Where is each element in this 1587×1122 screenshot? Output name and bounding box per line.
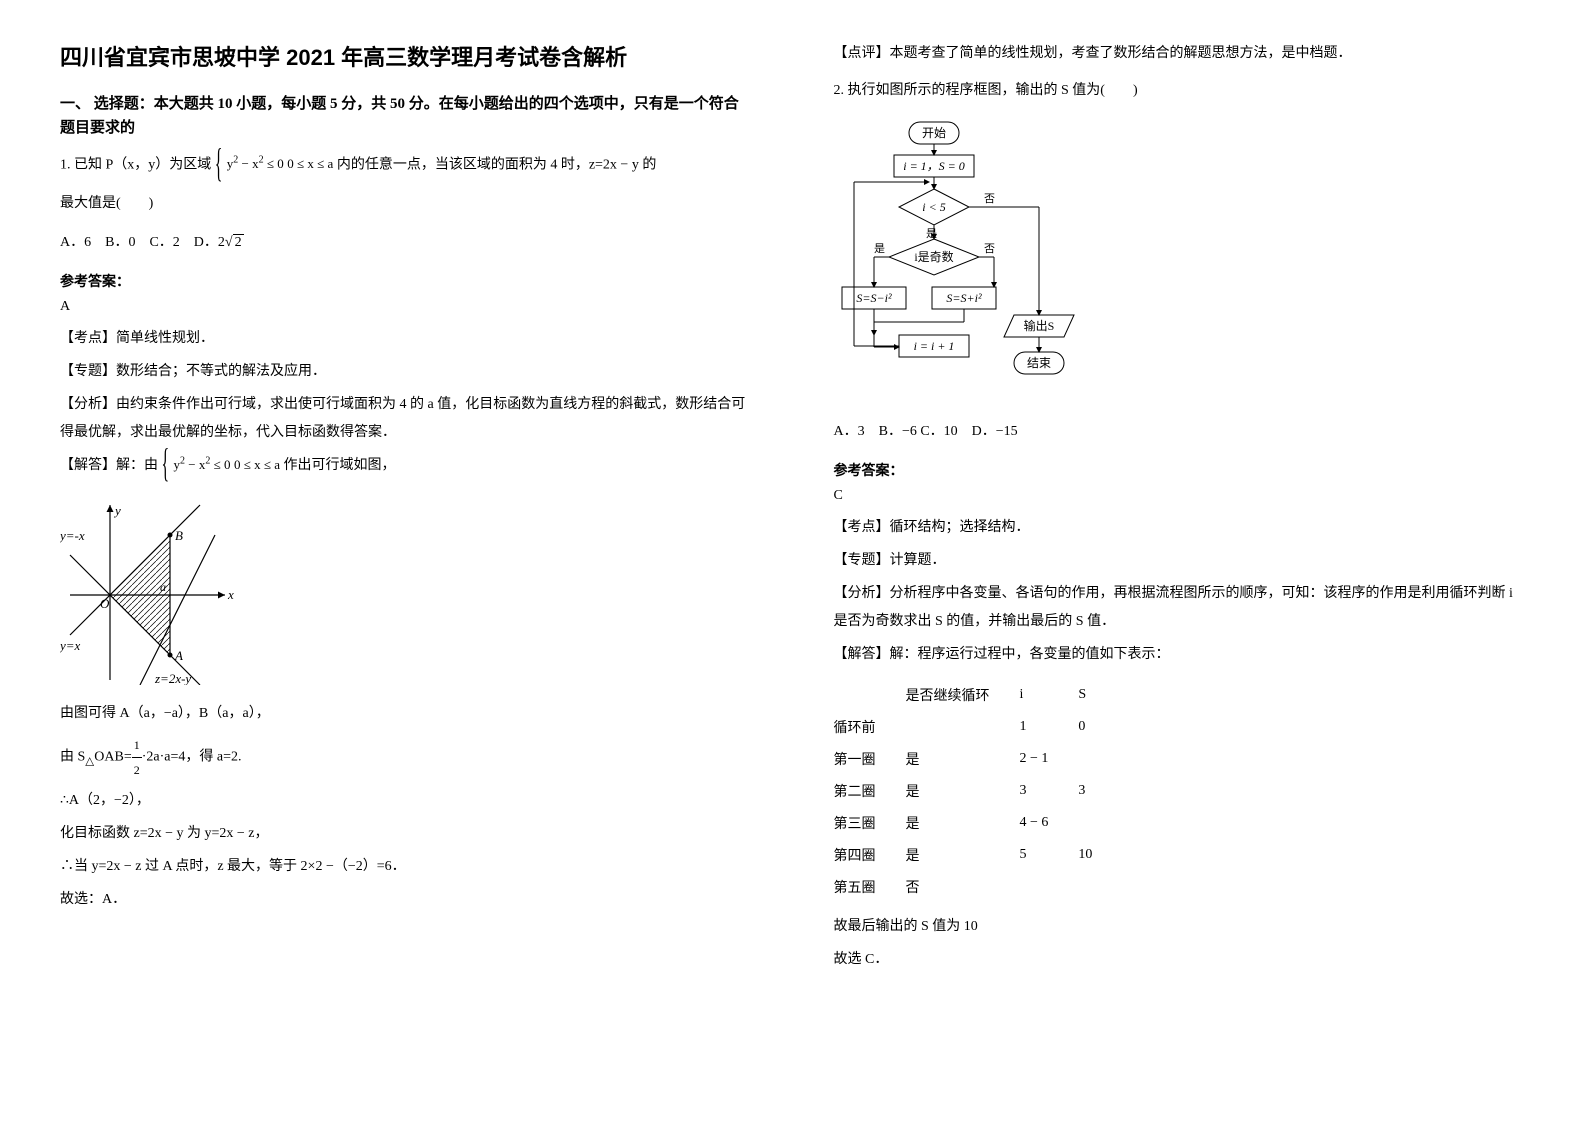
q2-solve-header: 【解答】解：程序运行过程中，各变量的值如下表示：: [834, 641, 1528, 669]
q1-area-suffix: ，得 a=2.: [185, 750, 241, 765]
line-yneg-label: y=-x: [60, 528, 85, 543]
line-z-label: z=2x-y: [154, 671, 191, 685]
q1-line-ab: 由图可得 A（a，−a），B（a，a），: [60, 700, 754, 728]
th-i: i: [1020, 679, 1079, 711]
q1-stem-prefix: 1. 已知 P（x，y）为区域: [60, 158, 211, 173]
q1-solve-constraint-system: y2 − x2 ≤ 0 0 ≤ x ≤ a: [162, 452, 281, 480]
table-row: 第二圈是33: [834, 775, 1123, 807]
fc-no2: 否: [984, 243, 995, 255]
q2-options: A．3 B．−6 C．10 D．−15: [834, 417, 1528, 448]
q2-answer-label: 参考答案：: [834, 460, 1528, 480]
q1-constraint-system: y2 − x2 ≤ 0 0 ≤ x ≤ a: [215, 150, 334, 181]
point-a-label: A: [174, 648, 183, 663]
th-s: S: [1078, 679, 1122, 711]
q1-stem-mid: 内的任意一点，当该区域的面积为 4 时，z=2x − y 的: [337, 158, 657, 173]
q2-point: 【考点】循环结构；选择结构．: [834, 514, 1528, 542]
axis-x-label: x: [227, 587, 234, 602]
fc-yes2: 是: [874, 242, 885, 255]
q1-answer: A: [60, 299, 754, 315]
q2-line-choose: 故选 C．: [834, 946, 1528, 974]
q1-constraint2: 0 ≤ x ≤ a: [287, 156, 333, 171]
fc-init: i = 1，S = 0: [903, 159, 965, 173]
q1-options: A．6 B．0 C．2 D．22: [60, 228, 754, 259]
flowchart: 开始 i = 1，S = 0 i < 5 是 否 i是奇数 是 否 S=S−i²…: [834, 117, 1114, 407]
feasible-region-graph: y x O y=-x y=x z=2x-y B A a: [60, 495, 240, 685]
q2-analysis: 【分析】分析程序中各变量、各语句的作用，再根据流程图所示的顺序，可知：该程序的作…: [834, 580, 1528, 636]
fc-output: 输出S: [1023, 318, 1054, 333]
q1-line-transform: 化目标函数 z=2x − y 为 y=2x − z，: [60, 820, 754, 848]
fc-end: 结束: [1026, 356, 1050, 370]
q2-stem: 2. 执行如图所示的程序框图，输出的 S 值为( ): [834, 76, 1528, 107]
fc-inc: i = i + 1: [913, 339, 954, 353]
q1-area-prefix: 由: [60, 750, 74, 765]
table-row: 第一圈是2 − 1: [834, 743, 1123, 775]
q1-solve-line: 【解答】解：由 y2 − x2 ≤ 0 0 ≤ x ≤ a 作出可行域如图，: [60, 452, 754, 480]
q1-topic: 【专题】数形结合；不等式的解法及应用．: [60, 358, 754, 386]
q1-line-result: ∴当 y=2x − z 过 A 点时，z 最大，等于 2×2 −（−2）=6．: [60, 853, 754, 881]
right-column: 【点评】本题考查了简单的线性规划，考查了数形结合的解题思想方法，是中档题． 2.…: [794, 0, 1587, 1122]
q1-line-pointA: ∴A（2，−2），: [60, 787, 754, 815]
q1-constraint1: y2 − x2 ≤ 0: [227, 156, 284, 171]
table-row: 循环前10: [834, 711, 1123, 743]
table-row: 第五圈否: [834, 871, 1123, 903]
q1-solve-prefix: 【解答】解：由: [60, 458, 158, 473]
q1-solve-suffix: 作出可行域如图，: [284, 458, 396, 473]
fc-cond1: i < 5: [922, 200, 945, 214]
fc-add: S=S+i²: [946, 291, 982, 305]
fc-yes1: 是: [926, 227, 937, 240]
point-b-label: B: [175, 528, 183, 543]
q2-answer: C: [834, 488, 1528, 504]
fc-no1: 否: [984, 193, 995, 205]
q1-answer-label: 参考答案：: [60, 271, 754, 291]
point-a-small: a: [160, 580, 166, 594]
left-column: 四川省宜宾市思坡中学 2021 年高三数学理月考试卷含解析 一、 选择题：本大题…: [0, 0, 794, 1122]
origin-label: O: [100, 596, 110, 611]
fc-sub: S=S−i²: [856, 291, 892, 305]
q1-solve-c1: y2 − x2 ≤ 0: [174, 457, 231, 472]
section-header: 一、 选择题：本大题共 10 小题，每小题 5 分，共 50 分。在每小题给出的…: [60, 92, 754, 140]
q1-line-choose: 故选：A．: [60, 886, 754, 914]
line-yeq-label: y=x: [60, 638, 81, 653]
axis-y-label: y: [113, 503, 121, 518]
table-row: 第四圈是510: [834, 839, 1123, 871]
fc-cond2: i是奇数: [914, 249, 953, 264]
q1-stem: 1. 已知 P（x，y）为区域 y2 − x2 ≤ 0 0 ≤ x ≤ a 内的…: [60, 150, 754, 181]
th-loop: 是否继续循环: [906, 679, 1020, 711]
table-header: 是否继续循环 i S: [834, 679, 1123, 711]
trace-table: 是否继续循环 i S 循环前10 第一圈是2 − 1 第二圈是33 第三圈是4 …: [834, 679, 1123, 903]
q1-comment: 【点评】本题考查了简单的线性规划，考查了数形结合的解题思想方法，是中档题．: [834, 40, 1528, 68]
table-row: 第三圈是4 − 6: [834, 807, 1123, 839]
q2-topic: 【专题】计算题．: [834, 547, 1528, 575]
fc-start: 开始: [921, 126, 945, 140]
q1-solve-c2: 0 ≤ x ≤ a: [234, 457, 280, 472]
q2-line-output: 故最后输出的 S 值为 10: [834, 913, 1528, 941]
q1-line-area: 由 S△OAB=12·2a·a=4，得 a=2.: [60, 733, 754, 782]
q1-point: 【考点】简单线性规划．: [60, 325, 754, 353]
document-title: 四川省宜宾市思坡中学 2021 年高三数学理月考试卷含解析: [60, 40, 754, 72]
q1-stem-end: 最大值是( ): [60, 189, 754, 220]
